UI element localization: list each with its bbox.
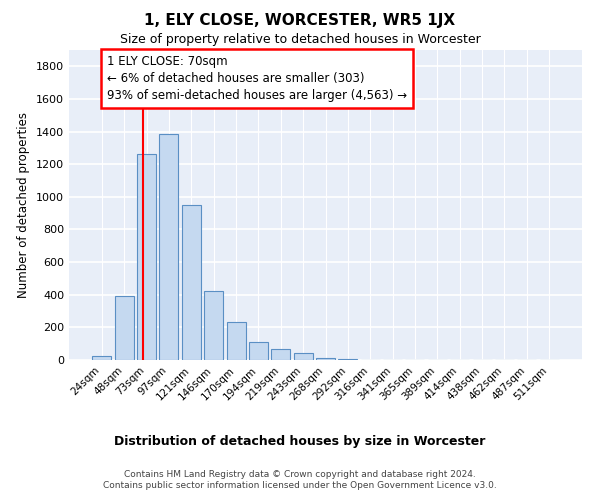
Text: 1 ELY CLOSE: 70sqm
← 6% of detached houses are smaller (303)
93% of semi-detache: 1 ELY CLOSE: 70sqm ← 6% of detached hous… [107, 55, 407, 102]
Bar [204, 290, 223, 360]
Text: Size of property relative to detached houses in Worcester: Size of property relative to detached ho… [119, 32, 481, 46]
Bar [137, 154, 156, 360]
Bar [316, 358, 335, 360]
Bar [160, 134, 178, 360]
Bar [271, 350, 290, 360]
Bar [338, 359, 358, 360]
Bar [249, 342, 268, 360]
Bar [293, 353, 313, 360]
Bar [227, 322, 245, 360]
Bar [182, 205, 201, 360]
Y-axis label: Number of detached properties: Number of detached properties [17, 112, 31, 298]
Bar [92, 356, 112, 360]
Text: Contains public sector information licensed under the Open Government Licence v3: Contains public sector information licen… [103, 481, 497, 490]
Text: Distribution of detached houses by size in Worcester: Distribution of detached houses by size … [115, 435, 485, 448]
Bar [115, 296, 134, 360]
Text: 1, ELY CLOSE, WORCESTER, WR5 1JX: 1, ELY CLOSE, WORCESTER, WR5 1JX [145, 12, 455, 28]
Text: Contains HM Land Registry data © Crown copyright and database right 2024.: Contains HM Land Registry data © Crown c… [124, 470, 476, 479]
